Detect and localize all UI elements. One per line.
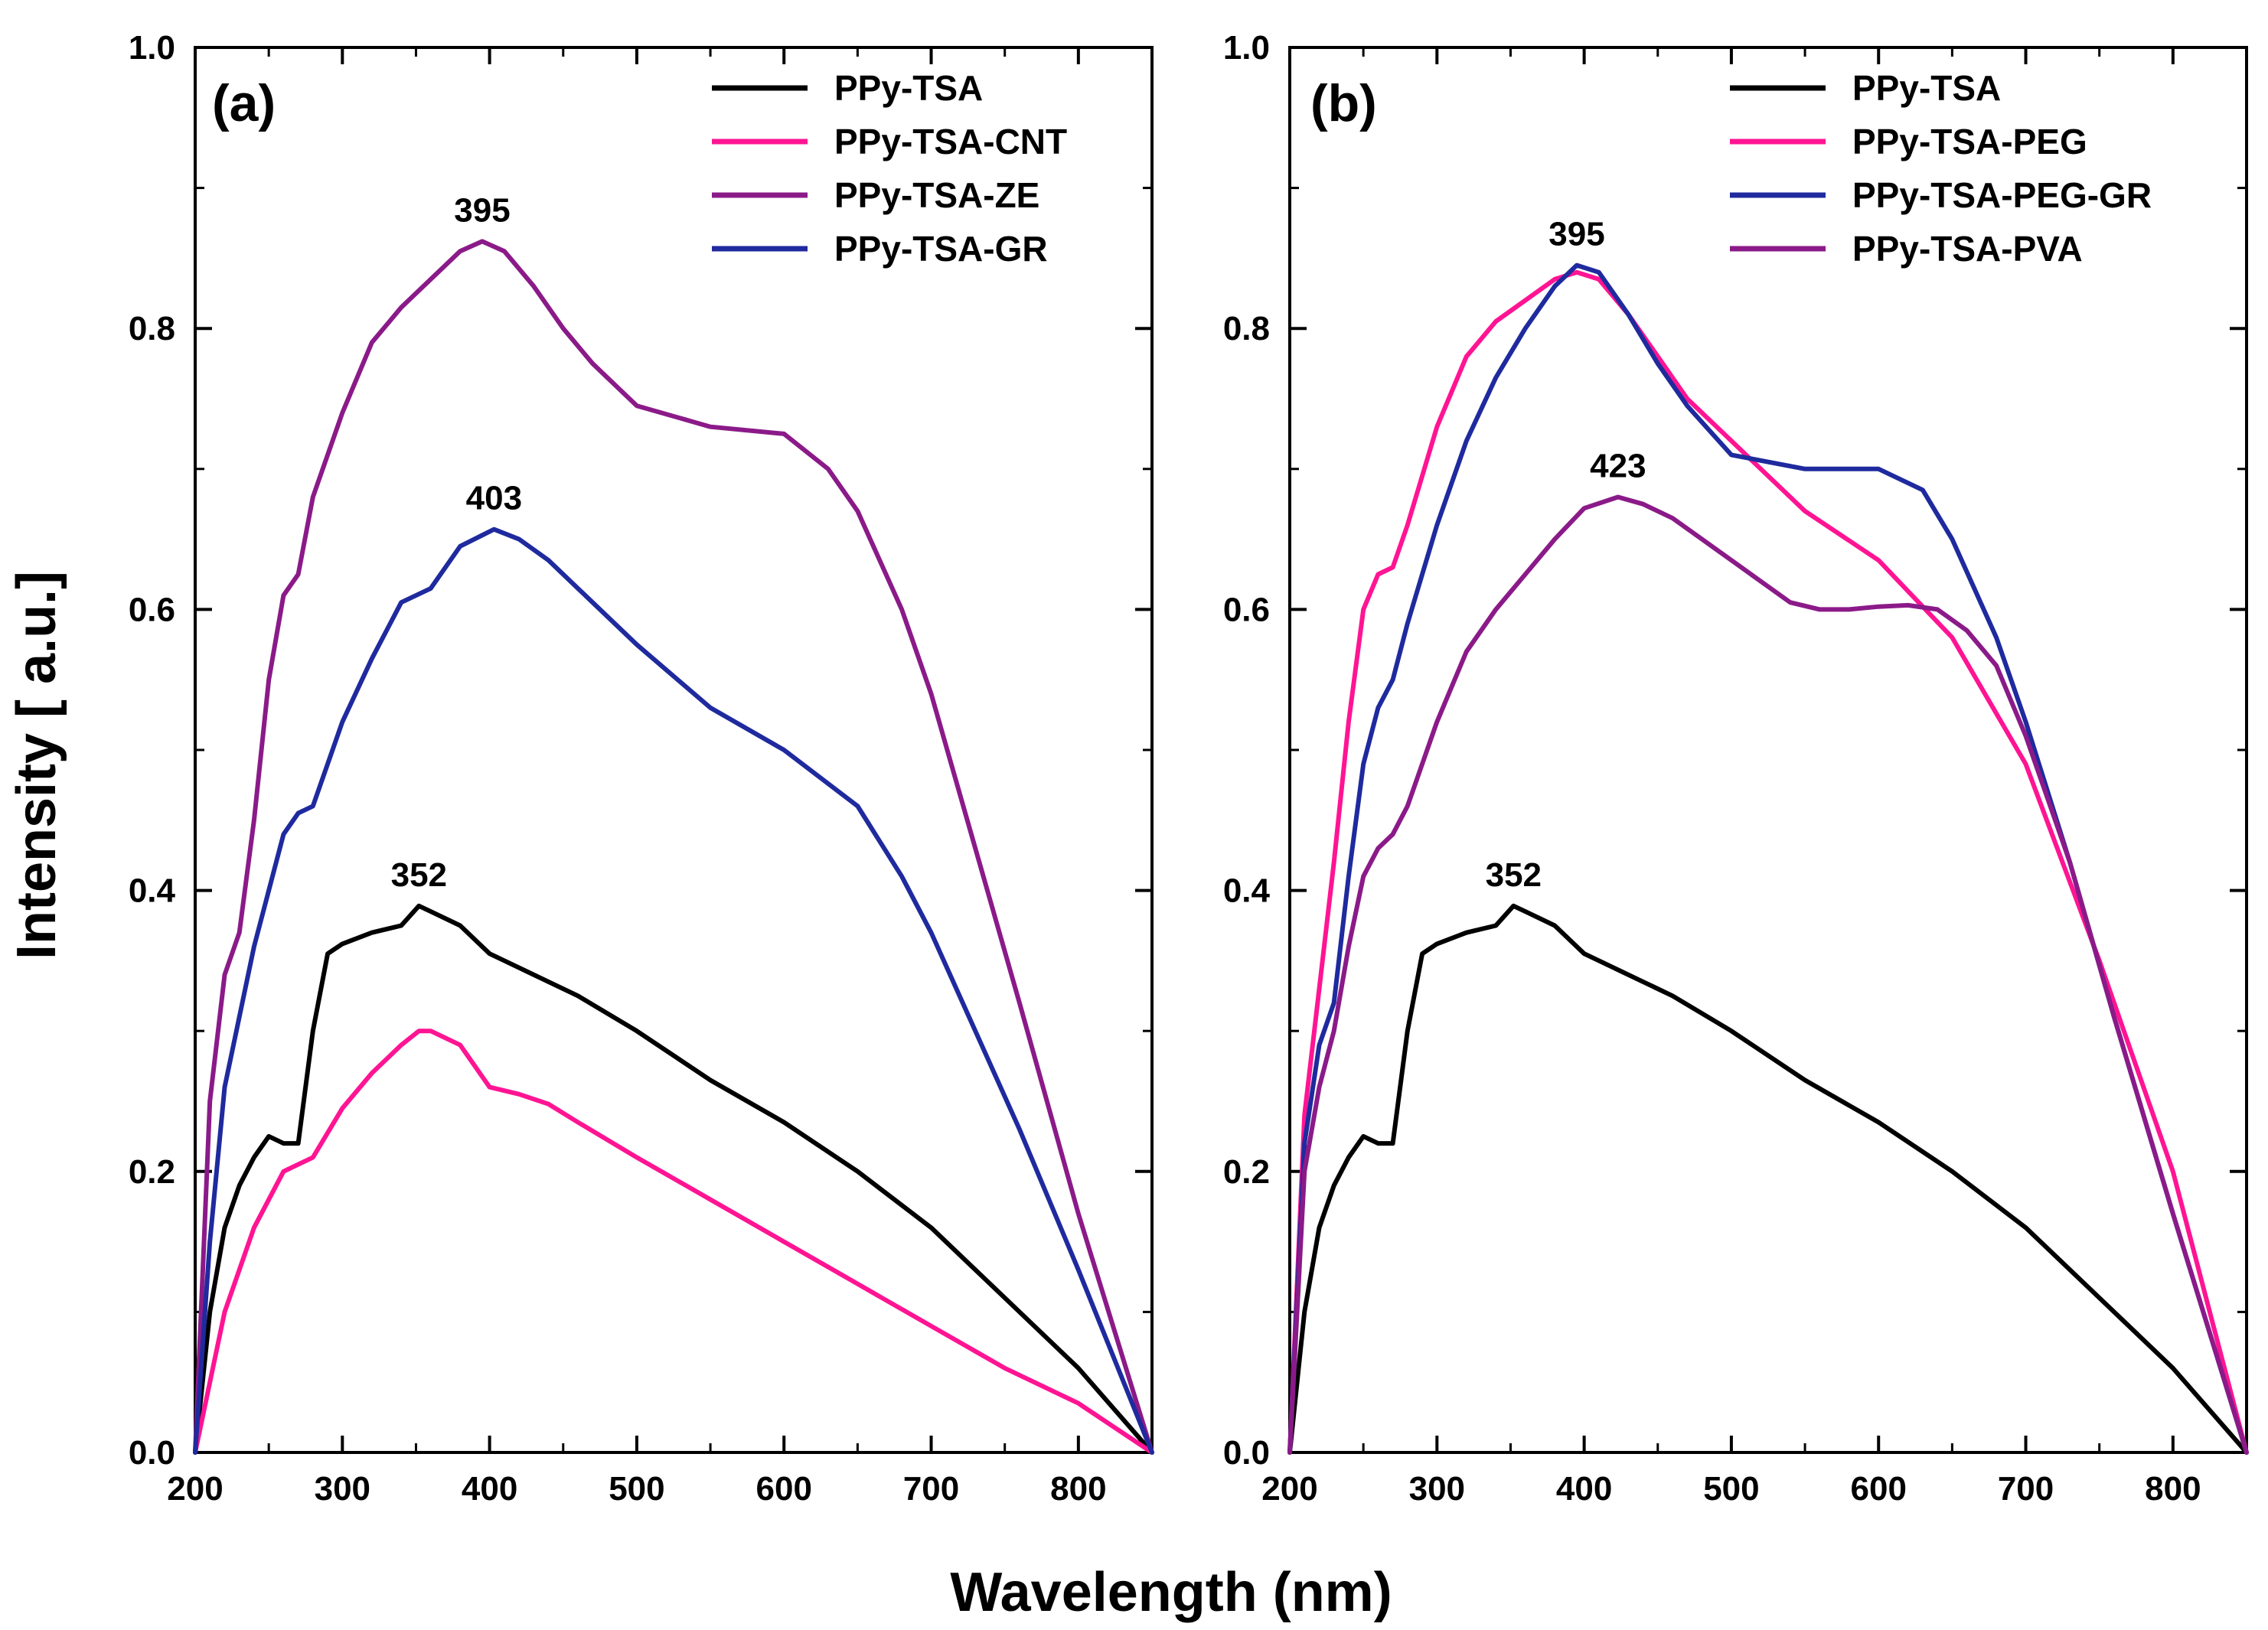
y-tick-label-b: 0.4 — [1223, 872, 1271, 910]
legend-label-a: PPy-TSA-CNT — [834, 122, 1067, 161]
y-tick-label-a: 0.8 — [129, 310, 175, 347]
panel-label-a: (a) — [212, 74, 276, 132]
series-line-a-1 — [193, 1029, 1154, 1455]
peak-label-a: 403 — [466, 480, 522, 517]
x-tick-label-a: 300 — [315, 1470, 370, 1508]
legend-b: PPy-TSA PPy-TSA-PEG PPy-TSA-PEG-GR PPy-TSA-… — [1730, 68, 2152, 269]
y-tick-label-b: 0.6 — [1223, 591, 1270, 628]
series-line-b-2 — [1287, 262, 2249, 1455]
y-tick-label-a: 0.4 — [129, 872, 176, 910]
peak-label-a: 395 — [454, 191, 510, 229]
panel-b: 200 300 400 500 600 700 800 0.0 0.2 0.4 0.6 0.8 1.0 3… — [1223, 29, 2249, 1508]
x-tick-label-a: 500 — [609, 1470, 664, 1508]
y-tick-label-b: 0.8 — [1223, 310, 1270, 347]
x-tick-label-b: 500 — [1703, 1470, 1759, 1508]
x-tick-label-a: 800 — [1050, 1470, 1106, 1508]
x-tick-label-b: 400 — [1556, 1470, 1612, 1508]
x-tick-label-b: 700 — [1998, 1470, 2054, 1508]
y-tick-label-b: 0.0 — [1223, 1434, 1270, 1472]
y-tick-label-a: 1.0 — [129, 29, 175, 67]
x-tick-label-a: 400 — [462, 1470, 517, 1508]
panel-a: 200 300 400 500 600 700 800 0.0 0.2 0.4 0.6 0.8 1.0 3… — [129, 29, 1154, 1508]
legend-label-b: PPy-TSA-PEG-GR — [1852, 175, 2152, 215]
peak-label-b: 352 — [1486, 856, 1542, 894]
series-line-a-3 — [193, 526, 1154, 1455]
x-tick-label-a: 700 — [903, 1470, 959, 1508]
y-tick-label-a: 0.2 — [129, 1153, 175, 1191]
x-axis-label: Wavelength (nm) — [950, 1562, 1392, 1623]
x-tick-label-b: 200 — [1261, 1470, 1317, 1508]
plot-frame-b — [1288, 46, 2248, 1454]
series-line-a-0 — [193, 903, 1154, 1455]
y-axis-label: Intensity [ a.u.] — [6, 571, 67, 960]
panel-label-b: (b) — [1310, 74, 1377, 132]
series-line-b-0 — [1287, 903, 2249, 1455]
legend-label-a: PPy-TSA-ZE — [834, 175, 1039, 215]
legend-label-a: PPy-TSA-GR — [834, 229, 1048, 269]
x-tick-label-b: 300 — [1409, 1470, 1465, 1508]
y-tick-label-b: 1.0 — [1223, 29, 1270, 67]
legend-label-a: PPy-TSA — [834, 68, 983, 108]
legend-label-b: PPy-TSA — [1852, 68, 2001, 108]
x-tick-label-a: 200 — [167, 1470, 223, 1508]
x-tick-label-a: 600 — [756, 1470, 812, 1508]
series-line-a-2 — [193, 239, 1154, 1455]
y-tick-label-a: 0.0 — [129, 1434, 175, 1472]
legend-a: PPy-TSA PPy-TSA-CNT PPy-TSA-ZE PPy-TSA-GR — [712, 68, 1067, 269]
peak-label-b: 395 — [1548, 216, 1604, 253]
legend-label-b: PPy-TSA-PVA — [1852, 229, 2083, 269]
y-tick-label-b: 0.2 — [1223, 1153, 1270, 1191]
series-line-b-3 — [1287, 494, 2249, 1455]
legend-label-b: PPy-TSA-PEG — [1852, 122, 2087, 161]
peak-label-b: 423 — [1590, 448, 1646, 485]
peak-label-a: 352 — [391, 856, 447, 894]
y-tick-label-a: 0.6 — [129, 591, 175, 628]
x-tick-label-b: 800 — [2145, 1470, 2201, 1508]
series-line-b-1 — [1287, 269, 2249, 1455]
x-tick-label-b: 600 — [1851, 1470, 1907, 1508]
